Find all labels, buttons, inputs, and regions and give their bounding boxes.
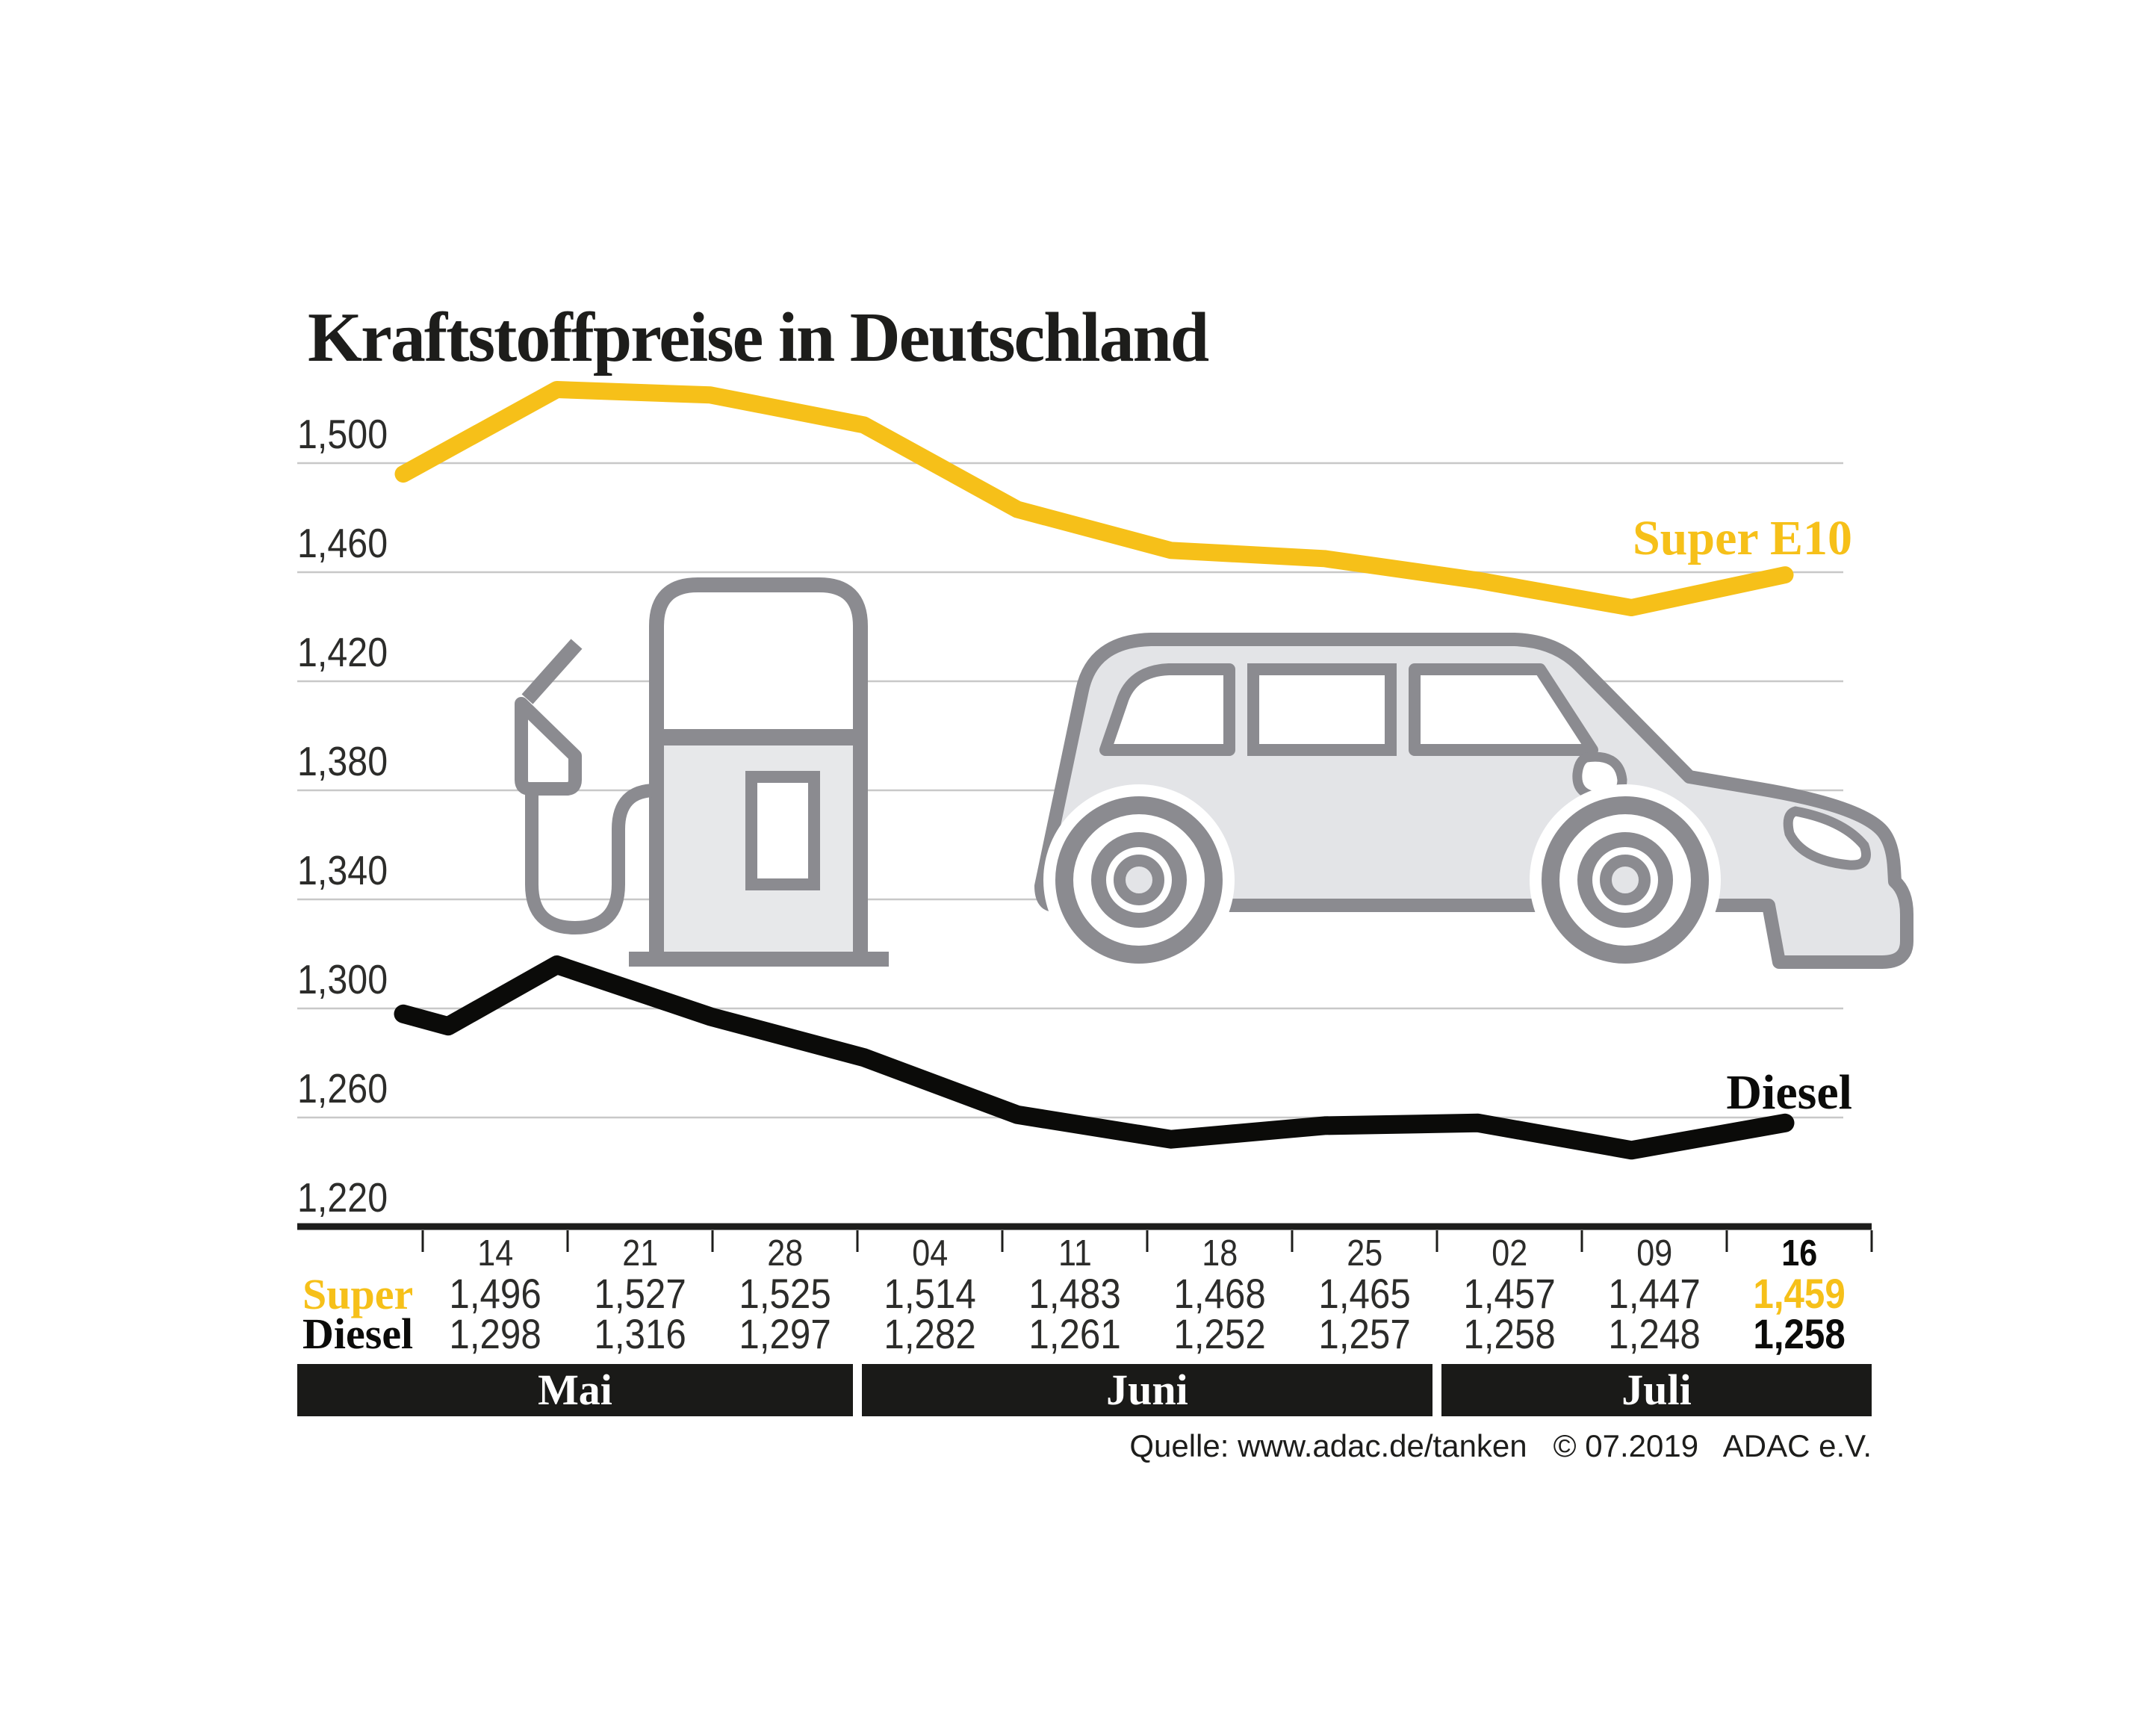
super-price-value: 1,447 [1608, 1270, 1701, 1317]
month-bar-juni: Juni [862, 1364, 1432, 1416]
diesel-price-value: 1,258 [1463, 1310, 1556, 1357]
super-price-value: 1,457 [1463, 1270, 1556, 1317]
date-label: 18 [1202, 1233, 1238, 1274]
date-label: 28 [767, 1233, 803, 1274]
super-price-value: 1,514 [884, 1270, 976, 1317]
diesel-price-value: 1,261 [1028, 1310, 1121, 1357]
diesel-price-value: 1,298 [449, 1310, 541, 1357]
super-price-line [394, 381, 1794, 616]
x-axis [297, 1223, 1873, 1252]
table-row-label-super: Super [302, 1270, 414, 1318]
date-label: 16 [1781, 1233, 1817, 1274]
diesel-price-value: 1,282 [884, 1310, 976, 1357]
super-price-value: 1,496 [449, 1270, 541, 1317]
date-label: 14 [477, 1233, 513, 1274]
car-illustration [1034, 633, 1913, 976]
diesel-price-line [394, 955, 1795, 1160]
diesel-line-label: Diesel [1726, 1065, 1852, 1120]
super-price-value: 1,525 [739, 1270, 831, 1317]
diesel-price-value: 1,248 [1608, 1310, 1701, 1357]
car-front-window [1409, 663, 1598, 756]
car-middle-window [1247, 663, 1397, 756]
diesel-price-value: 1,297 [739, 1310, 831, 1357]
series-lines [394, 381, 1795, 1160]
car-headlight [1783, 806, 1871, 870]
pump-base [629, 952, 889, 967]
table-row-label-diesel: Diesel [302, 1309, 414, 1358]
diesel-price-value: 1,252 [1173, 1310, 1266, 1357]
date-label: 25 [1347, 1233, 1382, 1274]
y-axis-label: 1,420 [297, 629, 388, 675]
date-label: 02 [1492, 1233, 1527, 1274]
y-axis-label: 1,260 [297, 1065, 388, 1112]
pump-nozzle [515, 697, 582, 796]
super-price-value: 1,483 [1028, 1270, 1121, 1317]
date-label: 04 [912, 1233, 948, 1274]
diesel-price-value: 1,257 [1318, 1310, 1411, 1357]
y-axis-label: 1,300 [297, 956, 388, 1002]
super-e10-line-label: Super E10 [1632, 511, 1852, 565]
super-price-value: 1,465 [1318, 1270, 1411, 1317]
car-front-wheel [1542, 796, 1709, 964]
fuel-pump-illustration [515, 577, 889, 967]
y-axis-label: 1,220 [297, 1174, 388, 1221]
pump-display-window [745, 771, 820, 890]
month-bar-juli: Juli [1441, 1364, 1872, 1416]
diesel-price-value: 1,258 [1753, 1310, 1846, 1357]
y-axis-label: 1,460 [297, 520, 388, 566]
date-label: 09 [1636, 1233, 1672, 1274]
month-bar-mai: Mai [297, 1364, 853, 1416]
diesel-price-value: 1,316 [594, 1310, 686, 1357]
date-label: 11 [1058, 1233, 1092, 1274]
y-axis-label: 1,500 [297, 411, 388, 457]
y-axis-label: 1,380 [297, 738, 388, 784]
car-rear-wheel [1055, 796, 1223, 964]
car-rear-window [1099, 663, 1235, 756]
super-price-value: 1,468 [1173, 1270, 1266, 1317]
super-price-value: 1,527 [594, 1270, 686, 1317]
date-label: 21 [622, 1233, 658, 1274]
chart-title: Kraftstoffpreise in Deutschland [308, 299, 1209, 376]
pump-nozzle-handle [521, 639, 583, 704]
source-note: Quelle: www.adac.de/tanken © 07.2019 ADA… [1129, 1428, 1872, 1463]
super-price-value: 1,459 [1753, 1270, 1846, 1317]
pump-hose [525, 784, 656, 935]
y-axis-label: 1,340 [297, 847, 388, 893]
pump-divider [649, 729, 860, 745]
